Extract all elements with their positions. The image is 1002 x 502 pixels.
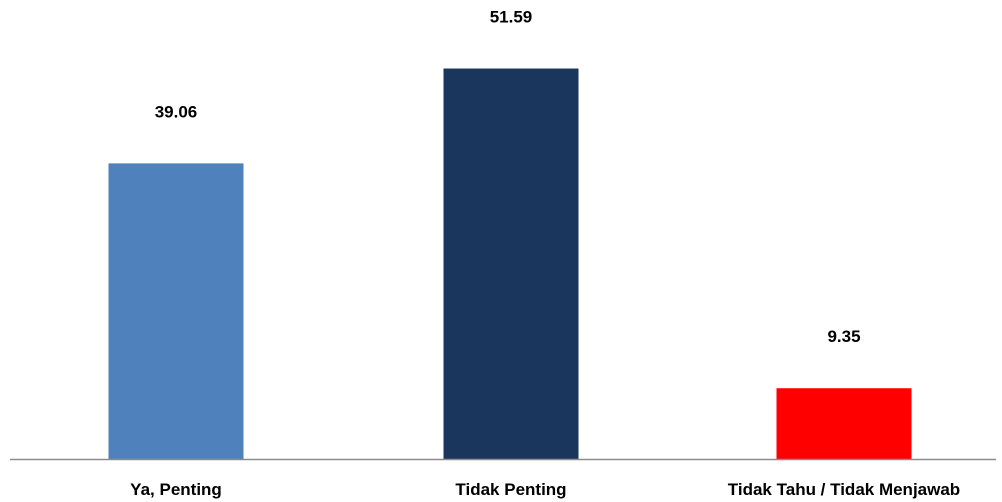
category-labels-group: Ya, Penting Tidak Penting Tidak Tahu / Tid… <box>130 480 960 499</box>
bar-2 <box>443 68 579 460</box>
value-labels-group: 39.06 51.59 9.35 <box>155 8 861 347</box>
category-label-3: Tidak Tahu / Tidak Menjawab <box>728 480 960 499</box>
category-label-1: Ya, Penting <box>130 480 222 499</box>
value-label-2: 51.59 <box>490 8 533 27</box>
bars-group <box>108 68 912 460</box>
value-label-1: 39.06 <box>155 102 198 121</box>
bar-1 <box>108 163 244 459</box>
category-label-2: Tidak Penting <box>455 480 566 499</box>
value-label-3: 9.35 <box>827 327 860 346</box>
bar-3 <box>776 388 912 459</box>
